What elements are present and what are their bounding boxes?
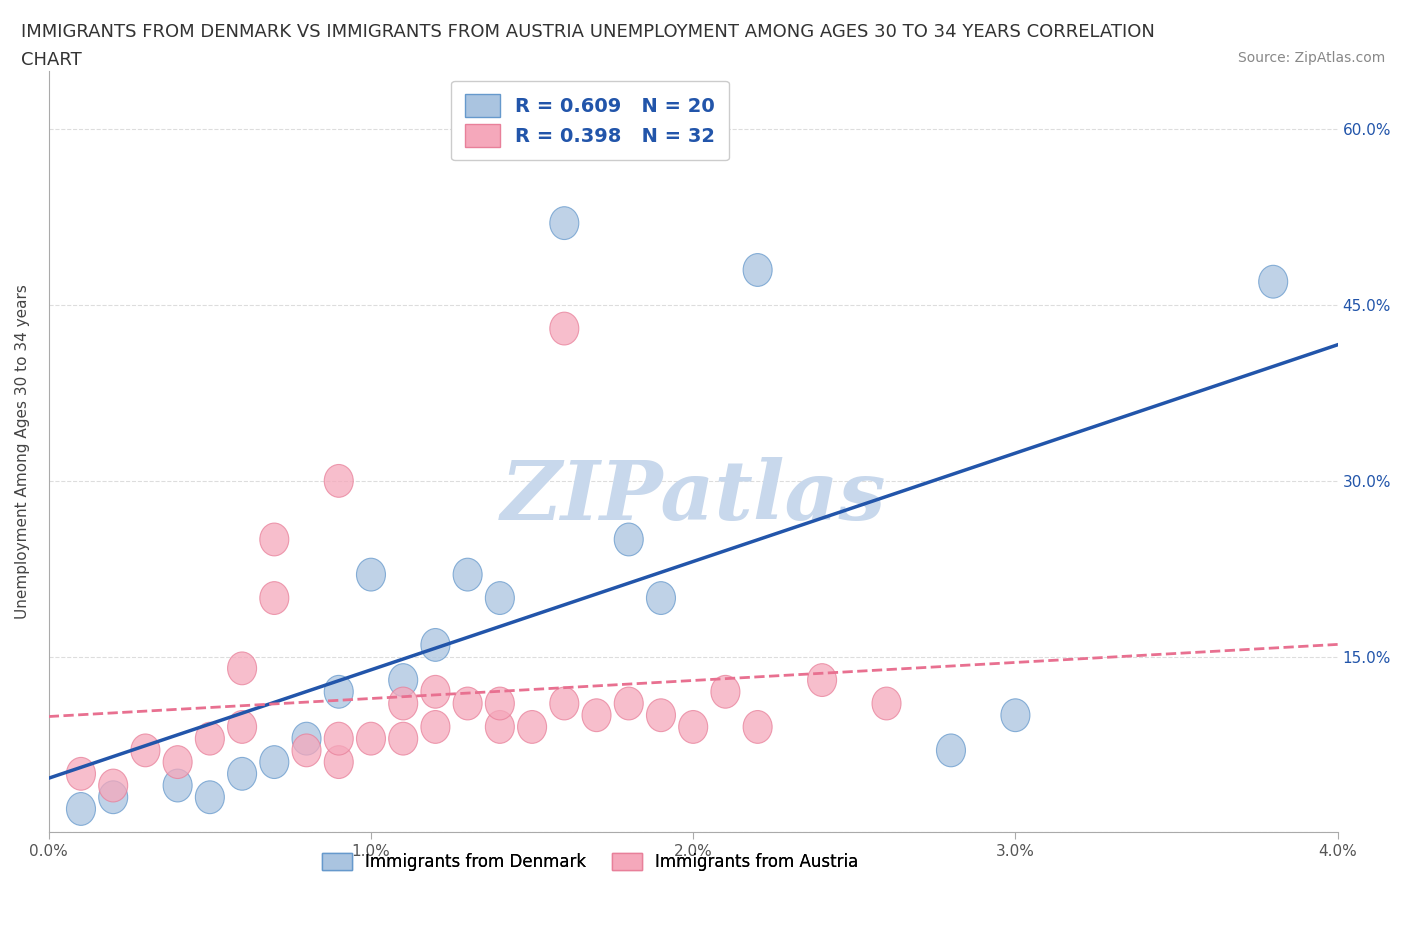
Ellipse shape — [420, 675, 450, 709]
Text: IMMIGRANTS FROM DENMARK VS IMMIGRANTS FROM AUSTRIA UNEMPLOYMENT AMONG AGES 30 TO: IMMIGRANTS FROM DENMARK VS IMMIGRANTS FR… — [21, 23, 1154, 41]
Ellipse shape — [647, 698, 675, 732]
Ellipse shape — [325, 675, 353, 709]
Ellipse shape — [550, 312, 579, 345]
Ellipse shape — [420, 711, 450, 743]
Ellipse shape — [325, 464, 353, 498]
Ellipse shape — [292, 723, 321, 755]
Ellipse shape — [163, 746, 193, 778]
Text: CHART: CHART — [21, 51, 82, 69]
Ellipse shape — [388, 687, 418, 720]
Ellipse shape — [420, 629, 450, 661]
Ellipse shape — [485, 711, 515, 743]
Text: ZIPatlas: ZIPatlas — [501, 458, 886, 538]
Ellipse shape — [485, 687, 515, 720]
Ellipse shape — [228, 757, 256, 790]
Ellipse shape — [1258, 265, 1288, 299]
Ellipse shape — [292, 734, 321, 766]
Ellipse shape — [66, 757, 96, 790]
Legend: Immigrants from Denmark, Immigrants from Austria: Immigrants from Denmark, Immigrants from… — [315, 846, 865, 877]
Ellipse shape — [260, 523, 288, 556]
Ellipse shape — [485, 581, 515, 615]
Ellipse shape — [195, 781, 225, 814]
Ellipse shape — [195, 723, 225, 755]
Ellipse shape — [163, 769, 193, 802]
Ellipse shape — [582, 698, 612, 732]
Ellipse shape — [744, 711, 772, 743]
Ellipse shape — [936, 734, 966, 766]
Ellipse shape — [647, 581, 675, 615]
Ellipse shape — [711, 675, 740, 709]
Ellipse shape — [357, 558, 385, 591]
Ellipse shape — [550, 206, 579, 240]
Ellipse shape — [517, 711, 547, 743]
Ellipse shape — [807, 664, 837, 697]
Ellipse shape — [614, 523, 644, 556]
Ellipse shape — [679, 711, 707, 743]
Ellipse shape — [614, 687, 644, 720]
Ellipse shape — [550, 687, 579, 720]
Ellipse shape — [1001, 698, 1031, 732]
Ellipse shape — [98, 769, 128, 802]
Ellipse shape — [453, 687, 482, 720]
Ellipse shape — [357, 723, 385, 755]
Ellipse shape — [388, 664, 418, 697]
Ellipse shape — [388, 723, 418, 755]
Ellipse shape — [260, 581, 288, 615]
Ellipse shape — [98, 781, 128, 814]
Ellipse shape — [131, 734, 160, 766]
Y-axis label: Unemployment Among Ages 30 to 34 years: Unemployment Among Ages 30 to 34 years — [15, 285, 30, 619]
Ellipse shape — [325, 723, 353, 755]
Ellipse shape — [228, 652, 256, 684]
Ellipse shape — [66, 792, 96, 825]
Ellipse shape — [325, 746, 353, 778]
Ellipse shape — [228, 711, 256, 743]
Ellipse shape — [260, 746, 288, 778]
Ellipse shape — [872, 687, 901, 720]
Ellipse shape — [453, 558, 482, 591]
Ellipse shape — [744, 254, 772, 286]
Text: Source: ZipAtlas.com: Source: ZipAtlas.com — [1237, 51, 1385, 65]
